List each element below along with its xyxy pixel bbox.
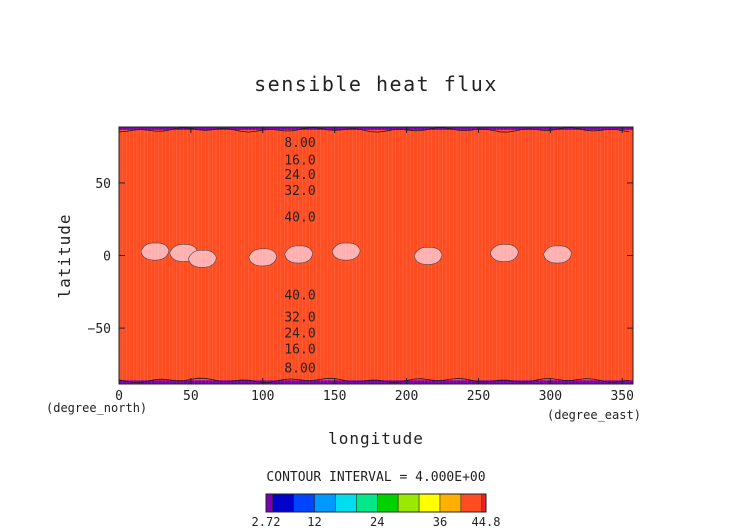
y-unit-label: (degree_north) <box>46 401 147 415</box>
high-flux-patch <box>140 242 170 261</box>
colorbar-segment <box>335 493 357 513</box>
high-flux-patch <box>331 242 361 261</box>
colorbar <box>265 493 487 513</box>
x-unit-label: (degree_east) <box>547 408 641 422</box>
x-tick-label: 200 <box>395 389 418 404</box>
colorbar-segment <box>293 493 315 513</box>
contour-label: 24.0 <box>284 168 315 183</box>
colorbar-segment <box>439 493 462 513</box>
colorbar-frame <box>265 493 487 513</box>
contour-4 <box>119 377 630 383</box>
contour-label: 32.0 <box>284 310 315 325</box>
y-tick-label: −50 <box>88 322 111 337</box>
colorbar-segment <box>481 493 487 513</box>
contour-label: 40.0 <box>284 289 315 304</box>
x-axis-label: longitude <box>328 429 424 448</box>
contour-label: 8.00 <box>284 361 315 376</box>
x-tick-label: 150 <box>323 389 346 404</box>
high-flux-patch <box>188 249 217 268</box>
x-tick-label: 0 <box>115 389 123 404</box>
y-axis-label: latitude <box>55 213 74 298</box>
colorbar-min-label: 2.72 <box>252 515 281 529</box>
high-flux-patch <box>490 244 519 262</box>
colorbar-tick-label: 24 <box>370 515 384 529</box>
colorbar-segment <box>460 493 483 513</box>
x-tick-label: 100 <box>251 389 274 404</box>
contour-label: 16.0 <box>284 154 315 169</box>
colorbar-segment <box>377 493 399 513</box>
band-north-2.72 <box>119 127 633 130</box>
contour-4 <box>119 127 630 133</box>
high-flux-patch <box>413 247 443 265</box>
high-flux-patch <box>248 248 278 267</box>
x-tick-label: 250 <box>467 389 490 404</box>
y-tick-label: 0 <box>103 250 111 265</box>
x-tick-label: 300 <box>539 389 562 404</box>
high-flux-patch <box>284 245 314 264</box>
colorbar-segment <box>418 493 441 513</box>
colorbar-max-label: 44.8 <box>472 515 501 529</box>
contour-interval-label: CONTOUR INTERVAL = 4.000E+00 <box>266 470 485 485</box>
colorbar-segment <box>397 493 420 513</box>
colorbar-tick-label: 12 <box>307 515 321 529</box>
colorbar-segment <box>272 493 294 513</box>
colorbar-segment <box>356 493 378 513</box>
contour-label: 16.0 <box>284 342 315 357</box>
colorbar-segment <box>265 493 273 513</box>
colorbar-segment <box>314 493 336 513</box>
x-tick-label: 350 <box>610 389 633 404</box>
band-south-2.72 <box>119 380 633 384</box>
contour-label: 24.0 <box>284 326 315 341</box>
chart-title: sensible heat flux <box>254 72 498 96</box>
x-tick-label: 50 <box>183 389 199 404</box>
contour-label: 40.0 <box>284 210 315 225</box>
colorbar-tick-label: 36 <box>433 515 447 529</box>
contour-label: 32.0 <box>284 184 315 199</box>
high-flux-patch <box>543 245 572 264</box>
y-tick-label: 50 <box>95 177 111 192</box>
contour-label: 8.00 <box>284 136 315 151</box>
